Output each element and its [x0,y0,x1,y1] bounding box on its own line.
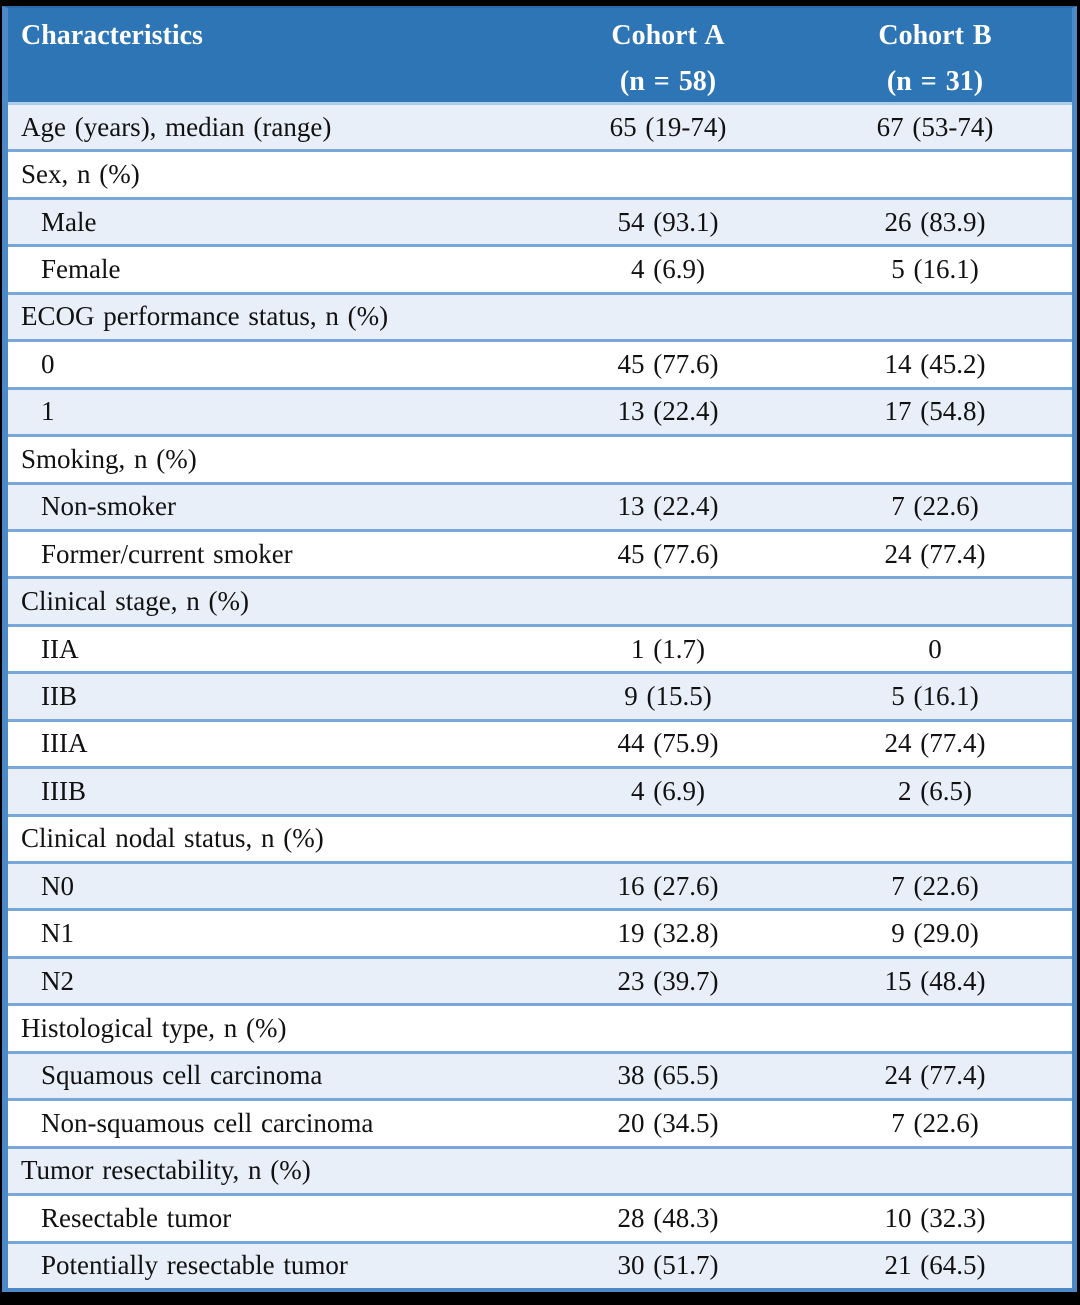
row-label: Former/current smoker [41,538,293,569]
table-header-row: Characteristics Cohort A (n = 58) Cohort… [8,8,1072,102]
header-cohort-a: Cohort A (n = 58) [538,20,798,102]
row-label: IIIB [41,775,86,806]
table-row: Non-smoker 13 (22.4) 7 (22.6) [8,481,1072,529]
cohort-a-value: 54 (93.1) [617,206,719,237]
table-row: Smoking, n (%) [8,434,1072,482]
header-cohort-a-n: (n = 58) [619,66,717,97]
cohort-a-value: 16 (27.6) [617,870,719,901]
cohort-b-value: 7 (22.6) [891,1107,979,1138]
cohort-a-value: 44 (75.9) [617,728,719,759]
header-cohort-b: Cohort B (n = 31) [798,20,1072,102]
cohort-a-value: 20 (34.5) [617,1107,719,1138]
row-label: Histological type, n (%) [21,1013,287,1044]
row-label: Resectable tumor [41,1202,232,1233]
row-label: ECOG performance status, n (%) [21,301,389,332]
cohort-a-value: 13 (22.4) [617,396,719,427]
row-label: Non-squamous cell carcinoma [41,1107,374,1138]
row-label: N0 [41,870,74,901]
cohort-b-value: 9 (29.0) [891,918,979,949]
cohort-b-value: 24 (77.4) [884,728,986,759]
cohort-b-value: 21 (64.5) [884,1250,986,1281]
cohort-a-value: 28 (48.3) [617,1202,719,1233]
page-frame: Characteristics Cohort A (n = 58) Cohort… [2,6,1077,1292]
cohort-b-value: 17 (54.8) [884,396,986,427]
table-row: IIA 1 (1.7) 0 [8,623,1072,672]
row-label: Female [41,254,121,285]
table-row: Clinical stage, n (%) [8,576,1072,624]
row-label: IIB [41,680,77,711]
table-row: ECOG performance status, n (%) [8,291,1072,340]
cohort-a-value: 1 (1.7) [631,633,705,664]
cohort-b-value: 0 [928,633,942,664]
table-row: IIB 9 (15.5) 5 (16.1) [8,671,1072,719]
header-cohort-a-label: Cohort A [611,20,725,51]
cohort-b-value: 5 (16.1) [891,254,979,285]
row-label: Clinical stage, n (%) [21,586,249,617]
cohort-a-value: 45 (77.6) [617,348,719,379]
cohort-b-value: 67 (53-74) [876,111,994,142]
row-label: Potentially resectable tumor [41,1250,348,1281]
cohort-a-value: 45 (77.6) [617,538,719,569]
cohort-b-value: 7 (22.6) [891,870,979,901]
cohort-b-value: 24 (77.4) [884,1060,986,1091]
table-row: Clinical nodal status, n (%) [8,813,1072,861]
row-label: Squamous cell carcinoma [41,1060,323,1091]
cohort-a-value: 13 (22.4) [617,491,719,522]
cohort-b-value: 5 (16.1) [891,680,979,711]
cohort-a-value: 65 (19-74) [609,111,727,142]
table-row: Sex, n (%) [8,149,1072,197]
table-row: IIIB 4 (6.9) 2 (6.5) [8,766,1072,814]
table-row: 0 45 (77.6) 14 (45.2) [8,339,1072,387]
table-row: Resectable tumor 28 (48.3) 10 (32.3) [8,1193,1072,1241]
cohort-a-value: 23 (39.7) [617,965,719,996]
cohort-a-value: 19 (32.8) [617,918,719,949]
table-row: Non-squamous cell carcinoma 20 (34.5) 7 (2… [8,1098,1072,1146]
cohort-a-value: 9 (15.5) [624,680,712,711]
header-cohort-b-label: Cohort B [878,20,992,51]
row-label: 1 [41,396,55,427]
cohort-a-value: 30 (51.7) [617,1250,719,1281]
row-label: 0 [41,348,55,379]
row-label: Male [41,206,97,237]
table-row: N2 23 (39.7) 15 (48.4) [8,955,1072,1004]
table-row: Potentially resectable tumor 30 (51.7) 21 … [8,1240,1072,1288]
cohort-b-value: 2 (6.5) [898,775,972,806]
row-label: Tumor resectability, n (%) [21,1155,311,1186]
row-label: IIA [41,633,79,664]
table-row: Squamous cell carcinoma 38 (65.5) 24 (77.4… [8,1050,1072,1099]
row-label: Non-smoker [41,491,176,522]
row-label: N2 [41,965,74,996]
cohort-a-value: 4 (6.9) [631,775,705,806]
table-row: Tumor resectability, n (%) [8,1145,1072,1194]
cohort-b-value: 7 (22.6) [891,491,979,522]
cohort-b-value: 14 (45.2) [884,348,986,379]
characteristics-table: Characteristics Cohort A (n = 58) Cohort… [2,6,1077,1292]
row-label: Smoking, n (%) [21,443,197,474]
cohort-b-value: 24 (77.4) [884,538,986,569]
row-label: Clinical nodal status, n (%) [21,823,324,854]
cohort-a-value: 4 (6.9) [631,254,705,285]
table-row: Female 4 (6.9) 5 (16.1) [8,244,1072,292]
row-label: IIIA [41,728,88,759]
table-row: N1 19 (32.8) 9 (29.0) [8,908,1072,956]
row-label: N1 [41,918,74,949]
cohort-b-value: 26 (83.9) [884,206,986,237]
table-row: IIIA 44 (75.9) 24 (77.4) [8,718,1072,767]
cohort-b-value: 10 (32.3) [884,1202,986,1233]
header-characteristics: Characteristics [21,20,203,51]
table-row: Former/current smoker 45 (77.6) 24 (77.4) [8,528,1072,577]
row-label: Sex, n (%) [21,159,140,190]
table-row: N0 16 (27.6) 7 (22.6) [8,861,1072,909]
cohort-b-value: 15 (48.4) [884,965,986,996]
table-row: Histological type, n (%) [8,1003,1072,1051]
table-row: Age (years), median (range) 65 (19-74) 67 … [8,102,1072,150]
cohort-a-value: 38 (65.5) [617,1060,719,1091]
row-label: Age (years), median (range) [21,111,332,142]
table-row: 1 13 (22.4) 17 (54.8) [8,386,1072,435]
header-cohort-b-n: (n = 31) [886,66,984,97]
table-row: Male 54 (93.1) 26 (83.9) [8,196,1072,245]
